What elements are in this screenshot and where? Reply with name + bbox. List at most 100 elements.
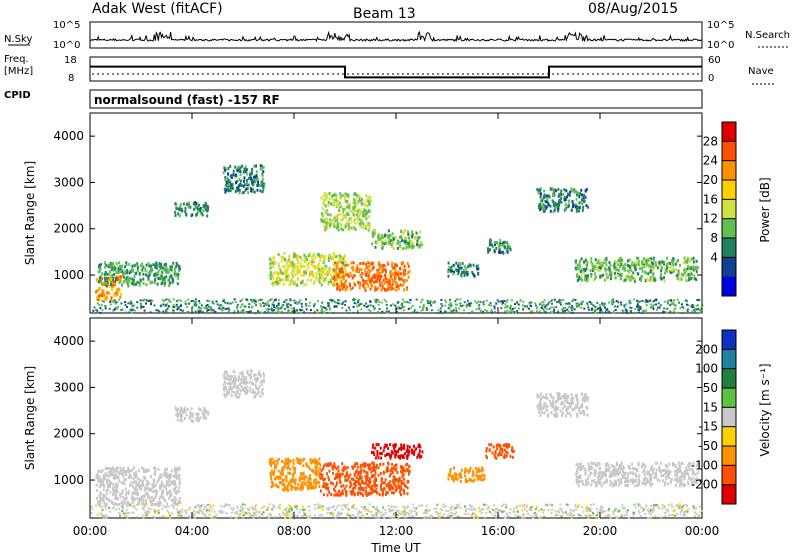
echo-cell — [184, 206, 187, 210]
echo-cell — [119, 275, 122, 279]
echo-cell — [103, 501, 106, 505]
echo-cell — [383, 446, 386, 450]
echo-cell — [323, 257, 326, 261]
echo-cell — [271, 457, 274, 461]
echo-cell — [404, 469, 407, 473]
echo-cell — [368, 264, 371, 268]
echo-cell — [511, 446, 514, 450]
echo-cell — [287, 471, 290, 475]
echo-cell — [342, 257, 345, 261]
echo-cell — [575, 209, 578, 213]
echo-cell — [157, 264, 160, 268]
echo-cell — [227, 387, 230, 391]
echo-cell — [463, 273, 466, 277]
echo-cell — [409, 244, 411, 248]
echo-cell — [371, 490, 374, 494]
echo-cell — [243, 183, 246, 187]
echo-cell — [123, 280, 126, 284]
echo-cell — [581, 208, 584, 212]
clutter-cell — [530, 301, 533, 304]
echo-cell — [563, 196, 566, 200]
echo-cell — [464, 479, 467, 483]
clutter-cell — [284, 298, 287, 301]
echo-cell — [345, 279, 348, 283]
clutter-cell — [166, 298, 169, 301]
clutter-cell — [398, 307, 401, 310]
echo-cell — [541, 198, 544, 202]
echo-cell — [659, 276, 662, 280]
echo-cell — [166, 467, 169, 471]
echo-cell — [566, 195, 569, 199]
echo-cell — [385, 270, 387, 274]
echo-cell — [238, 178, 241, 181]
echo-cell — [342, 267, 344, 271]
echo-cell — [152, 263, 155, 267]
clutter-cell — [93, 306, 96, 309]
clutter-cell — [294, 302, 297, 304]
clutter-cell — [244, 305, 247, 308]
echo-cell — [551, 187, 554, 191]
echo-cell — [136, 266, 139, 270]
clutter-cell — [115, 301, 118, 304]
echo-cell — [340, 484, 343, 488]
echo-cell — [319, 259, 322, 262]
clutter-cell — [241, 298, 244, 301]
echo-cell — [224, 178, 227, 181]
echo-cell — [231, 381, 234, 385]
echo-cell — [359, 283, 362, 287]
echo-cell — [356, 211, 359, 215]
echo-cell — [320, 469, 323, 473]
clutter-cell — [477, 306, 480, 309]
clutter-cell — [493, 311, 496, 314]
clutter-cell — [130, 302, 133, 305]
clutter-cell — [373, 307, 376, 310]
echo-cell — [408, 269, 411, 273]
clutter-cell — [465, 305, 468, 308]
echo-cell — [359, 474, 361, 478]
echo-cell — [407, 232, 410, 236]
clutter-cell — [336, 302, 339, 305]
echo-cell — [398, 485, 401, 489]
echo-cell — [566, 411, 569, 415]
echo-cell — [160, 263, 162, 266]
echo-cell — [153, 280, 156, 284]
echo-cell — [105, 279, 108, 283]
echo-cell — [95, 483, 98, 487]
echo-cell — [236, 384, 239, 388]
clutter-cell — [300, 309, 302, 311]
echo-cell — [325, 483, 328, 487]
echo-cell — [296, 265, 299, 269]
echo-cell — [590, 274, 593, 278]
echo-cell — [466, 271, 469, 274]
clutter-cell — [338, 302, 341, 305]
clutter-cell — [276, 310, 279, 313]
echo-cell — [153, 485, 156, 488]
echo-cell — [189, 414, 192, 418]
echo-cell — [169, 265, 172, 269]
echo-cell — [331, 255, 333, 259]
echo-cell — [543, 195, 546, 198]
echo-cell — [160, 265, 163, 269]
echo-cell — [186, 203, 189, 207]
echo-cell — [160, 475, 163, 479]
clutter-cell — [518, 307, 520, 310]
echo-cell — [260, 164, 263, 168]
echo-cell — [161, 492, 163, 496]
echo-cell — [495, 444, 498, 448]
echo-cell — [354, 492, 356, 496]
echo-cell — [225, 181, 228, 185]
clutter-cell — [244, 311, 247, 314]
echo-cell — [110, 285, 113, 289]
clutter-cell — [249, 310, 252, 313]
clutter-cell — [383, 298, 386, 301]
echo-cell — [584, 393, 586, 397]
echo-cell — [340, 223, 343, 227]
clutter-cell — [513, 303, 516, 306]
clutter-cell — [430, 304, 433, 307]
echo-cell — [568, 193, 571, 197]
echo-cell — [352, 274, 355, 278]
echo-cell — [115, 496, 118, 500]
echo-cell — [370, 281, 372, 285]
echo-cell — [497, 453, 500, 457]
echo-cell — [102, 493, 105, 497]
